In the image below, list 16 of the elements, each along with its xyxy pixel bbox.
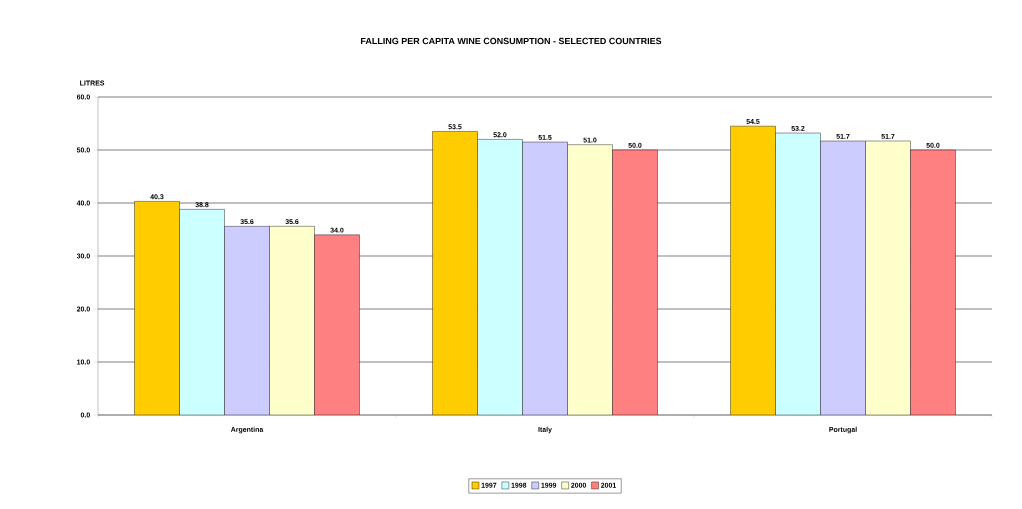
bar [820, 140, 866, 415]
bar [314, 234, 360, 415]
bar [865, 140, 911, 415]
bar [910, 149, 956, 415]
bar [775, 132, 821, 415]
bar [522, 141, 568, 415]
bar [179, 209, 225, 415]
bar [612, 149, 658, 415]
bar [477, 139, 523, 415]
bar [134, 201, 180, 415]
bar [224, 226, 270, 415]
bar [269, 226, 315, 415]
bar [432, 131, 478, 415]
bar [567, 144, 613, 415]
chart-title: FALLING PER CAPITA WINE CONSUMPTION - SELECTED COUNTRIES [360, 37, 662, 45]
bar [730, 125, 776, 415]
